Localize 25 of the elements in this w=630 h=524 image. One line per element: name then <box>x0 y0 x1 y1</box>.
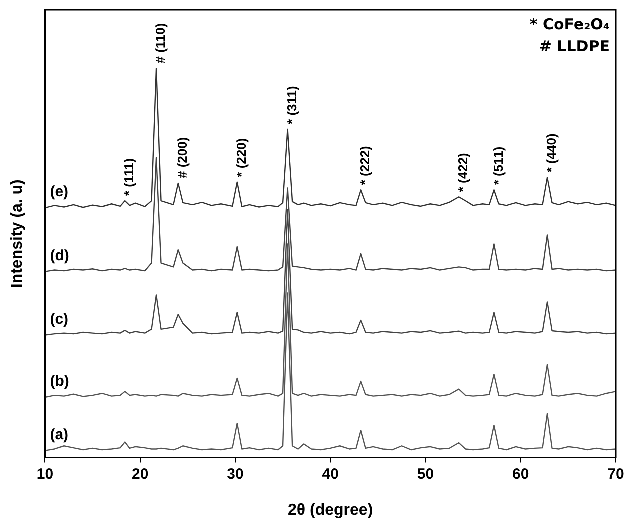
x-tick-label: 20 <box>132 466 149 483</box>
series-label: (c) <box>50 310 69 328</box>
y-axis-title: Intensity (a. u) <box>9 180 26 288</box>
annotation: # (200) <box>174 137 190 179</box>
series-label: (b) <box>50 373 70 390</box>
annotation: # (110) <box>153 23 168 64</box>
annotation: * (222) <box>358 146 373 186</box>
annotation: * (220) <box>234 138 249 178</box>
x-tick-label: 40 <box>322 466 339 483</box>
annotation: * (422) <box>456 153 471 192</box>
x-tick-label: 30 <box>227 466 244 483</box>
annotation: * (440) <box>544 134 560 173</box>
text: # LLDPE <box>539 37 610 56</box>
text: * CoFe₂O₄ <box>530 15 610 34</box>
series-label: (d) <box>50 247 70 264</box>
x-axis-title: 2θ (degree) <box>288 502 374 519</box>
x-tick-label: 50 <box>417 466 434 483</box>
x-tick-label: 10 <box>36 466 54 483</box>
series-label: (e) <box>50 184 69 201</box>
annotation: * (111) <box>122 158 137 196</box>
x-tick-label: 60 <box>512 466 530 483</box>
series-label: (a) <box>50 426 69 444</box>
annotation: * (511) <box>490 146 506 186</box>
x-tick-label: 70 <box>608 466 624 483</box>
annotation: * (311) <box>284 86 300 124</box>
